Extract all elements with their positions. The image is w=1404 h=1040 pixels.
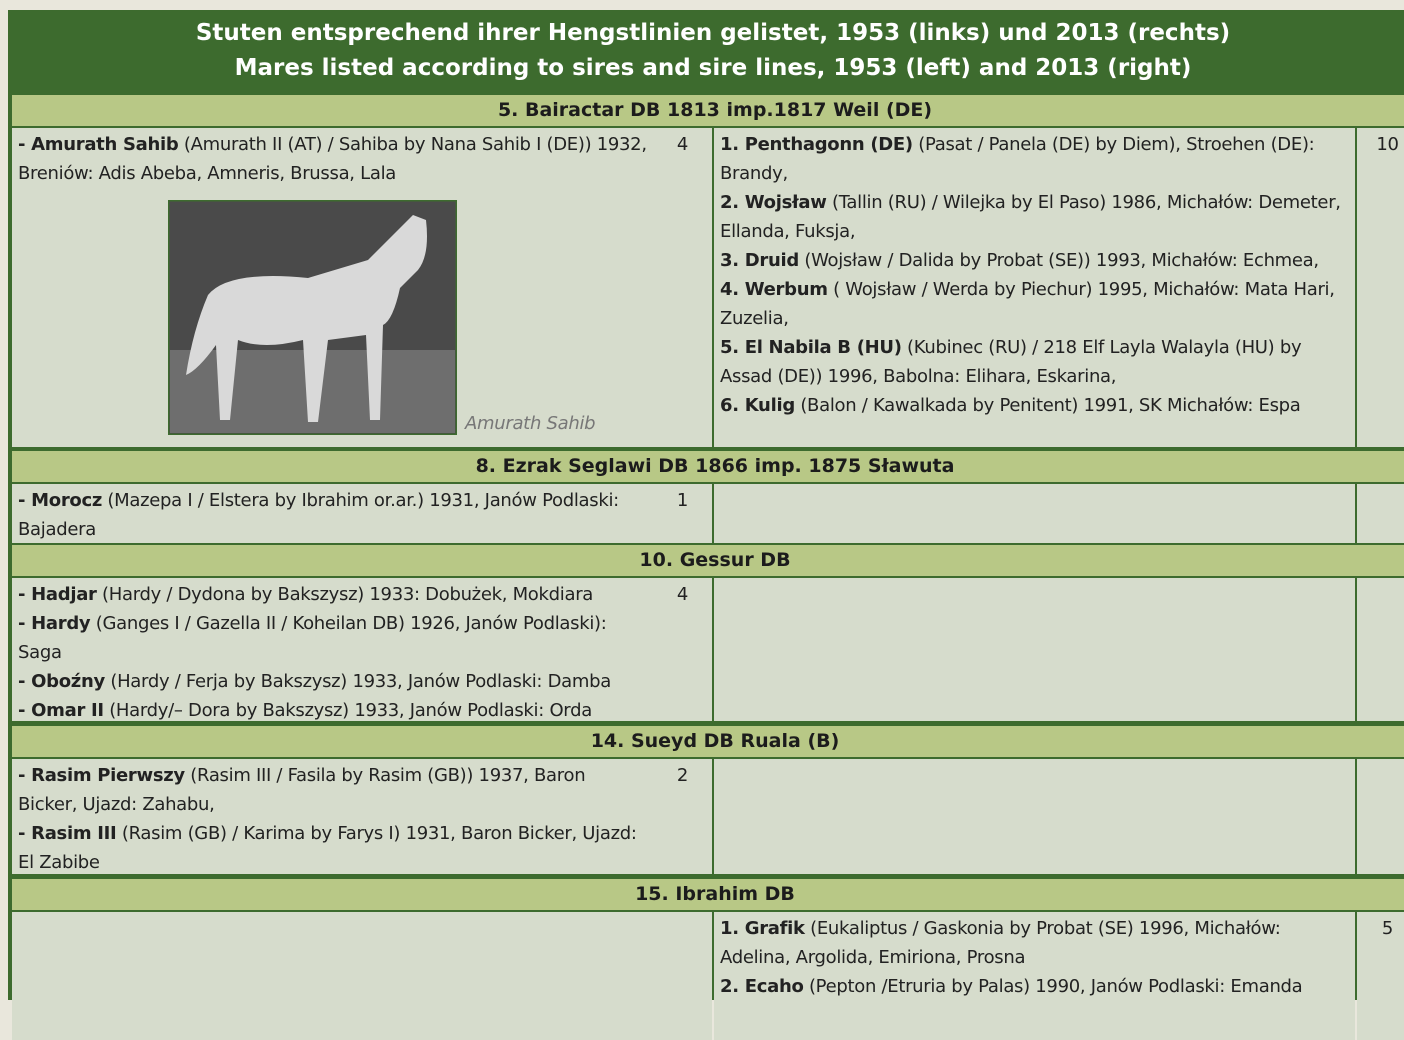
entry-name: 4. Werbum — [720, 279, 828, 300]
entry: - Morocz (Mazepa I / Elstera by Ibrahim … — [18, 486, 647, 543]
entry-name: - Rasim Pierwszy — [18, 765, 185, 786]
entry-name: 2. Wojsław — [720, 192, 827, 213]
entry-text: (Pasat / Panela (DE) by Diem), Stroehen … — [720, 134, 1315, 184]
right-count: 5 — [1357, 912, 1404, 1040]
entry-name: - Amurath Sahib — [18, 134, 179, 155]
right-cell: 1. Penthagonn (DE) (Pasat / Panela (DE) … — [714, 128, 1355, 447]
header: Stuten entsprechend ihrer Hengstlinien g… — [8, 10, 1404, 93]
title-de: Stuten entsprechend ihrer Hengstlinien g… — [195, 20, 1231, 46]
photo-block: Amurath Sahib — [168, 200, 647, 435]
right-cell: 1. Grafik (Eukaliptus / Gaskonia by Prob… — [714, 912, 1355, 1040]
entry-text: (Wojsław / Dalida by Probat (SE)) 1993, … — [798, 250, 1319, 271]
left-cell — [12, 912, 653, 1040]
right-cell — [714, 484, 1355, 543]
count: 10 — [1376, 134, 1399, 155]
entry: 5. El Nabila B (HU) (Kubinec (RU) / 218 … — [720, 333, 1349, 391]
entry: - Hardy (Ganges I / Gazella II / Koheila… — [18, 609, 647, 667]
left-cell: - Amurath Sahib (Amurath II (AT) / Sahib… — [12, 128, 653, 447]
entry-name: 1. Penthagonn (DE) — [720, 134, 913, 155]
entry-name: - Oboźny — [18, 671, 105, 692]
left-count — [653, 912, 712, 1040]
table: Stuten entsprechend ihrer Hengstlinien g… — [8, 10, 1404, 1040]
left-cell: - Hadjar (Hardy / Dydona by Bakszysz) 19… — [12, 578, 653, 721]
photo-caption: Amurath Sahib — [465, 413, 596, 434]
entry-name: - Hardy — [18, 613, 91, 634]
entry: 3. Druid (Wojsław / Dalida by Probat (SE… — [720, 246, 1349, 275]
right-count — [1357, 484, 1404, 543]
right-cell — [714, 578, 1355, 721]
page: Stuten entsprechend ihrer Hengstlinien g… — [8, 10, 1404, 1040]
entry: - Oboźny (Hardy / Ferja by Bakszysz) 193… — [18, 667, 647, 696]
entry-text: (Rasim (GB) / Karima by Farys I) 1931, B… — [18, 823, 637, 873]
section-heading: 8. Ezrak Seglawi DB 1866 imp. 1875 Sławu… — [12, 451, 1404, 482]
entry-text: (Rasim III / Fasila by Rasim (GB)) 1937,… — [18, 765, 586, 815]
entry-name: 6. Kulig — [720, 395, 795, 416]
entry: - Hadjar (Hardy / Dydona by Bakszysz) 19… — [18, 580, 647, 609]
entry-text: (Hardy/– Dora by Bakszysz) 1933, Janów P… — [103, 700, 592, 721]
entry-text: (Mazepa I / Elstera by Ibrahim or.ar.) 1… — [18, 490, 619, 540]
entry: - Rasim III (Rasim (GB) / Karima by Fary… — [18, 819, 647, 874]
count: 2 — [676, 765, 689, 786]
right-count — [1357, 759, 1404, 874]
entry-name: 2. Ecaho — [720, 976, 804, 997]
entry-name: 3. Druid — [720, 250, 799, 271]
section-heading: 5. Bairactar DB 1813 imp.1817 Weil (DE) — [12, 95, 1404, 126]
title-en: Mares listed according to sires and sire… — [234, 55, 1192, 81]
horse-photo — [168, 200, 457, 435]
entry-text: ( Wojsław / Werda by Piechur) 1995, Mich… — [720, 279, 1335, 329]
entry-text: (Balon / Kawalkada by Penitent) 1991, SK… — [794, 395, 1301, 416]
right-cell — [714, 759, 1355, 874]
entry-text: (Eukaliptus / Gaskonia by Probat (SE) 19… — [720, 918, 1281, 968]
entry-name: - Morocz — [18, 490, 103, 511]
right-count — [1357, 578, 1404, 721]
entry-text: (Pepton /Etruria by Palas) 1990, Janów P… — [803, 976, 1303, 997]
entry-name: 1. Grafik — [720, 918, 805, 939]
entry-text: (Tallin (RU) / Wilejka by El Paso) 1986,… — [720, 192, 1341, 242]
entry-name: - Rasim III — [18, 823, 117, 844]
count: 4 — [676, 584, 689, 605]
entry: - Amurath Sahib (Amurath II (AT) / Sahib… — [18, 130, 647, 188]
entry-name: - Omar II — [18, 700, 104, 721]
entry: 1. Penthagonn (DE) (Pasat / Panela (DE) … — [720, 130, 1349, 188]
count: 4 — [676, 134, 689, 155]
left-cell: - Morocz (Mazepa I / Elstera by Ibrahim … — [12, 484, 653, 543]
entry: 6. Kulig (Balon / Kawalkada by Penitent)… — [720, 391, 1349, 420]
right-count: 10 — [1357, 128, 1404, 447]
entry: 2. Wojsław (Tallin (RU) / Wilejka by El … — [720, 188, 1349, 246]
entry-text: (Ganges I / Gazella II / Koheilan DB) 19… — [18, 613, 607, 663]
section-heading: 10. Gessur DB — [12, 545, 1404, 576]
entry-name: 5. El Nabila B (HU) — [720, 337, 902, 358]
entry: 1. Grafik (Eukaliptus / Gaskonia by Prob… — [720, 914, 1349, 972]
count: 5 — [1381, 918, 1394, 939]
left-count: 2 — [653, 759, 712, 874]
entry: 2. Ecaho (Pepton /Etruria by Palas) 1990… — [720, 972, 1349, 1001]
entry-text: (Amurath II (AT) / Sahiba by Nana Sahib … — [18, 134, 647, 184]
left-count: 4 — [653, 578, 712, 721]
section-heading: 14. Sueyd DB Ruala (B) — [12, 726, 1404, 757]
count: 1 — [676, 490, 689, 511]
entry: - Omar II (Hardy/– Dora by Bakszysz) 193… — [18, 696, 647, 721]
entry-name: - Hadjar — [18, 584, 97, 605]
entry-text: (Hardy / Ferja by Bakszysz) 1933, Janów … — [104, 671, 611, 692]
section-heading: 15. Ibrahim DB — [12, 879, 1404, 910]
entry: 4. Werbum ( Wojsław / Werda by Piechur) … — [720, 275, 1349, 333]
left-count: 1 — [653, 484, 712, 543]
left-count: 4 — [653, 128, 712, 447]
entry: - Rasim Pierwszy (Rasim III / Fasila by … — [18, 761, 647, 819]
left-cell: - Rasim Pierwszy (Rasim III / Fasila by … — [12, 759, 653, 874]
entry-text: (Hardy / Dydona by Bakszysz) 1933: Dobuż… — [96, 584, 594, 605]
entry-text: (Kubinec (RU) / 218 Elf Layla Walayla (H… — [720, 337, 1302, 387]
